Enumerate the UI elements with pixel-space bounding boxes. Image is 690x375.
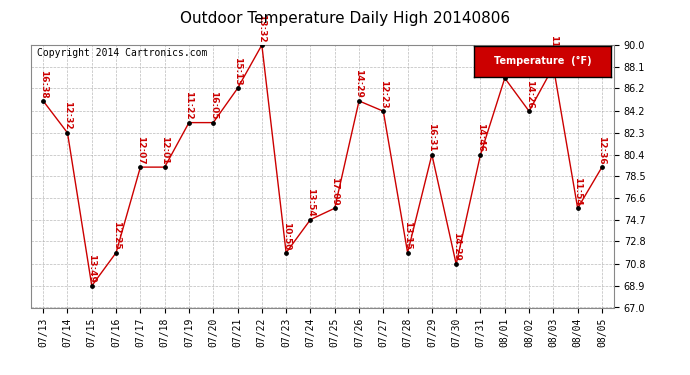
Text: 12:01: 12:01 [160, 136, 169, 164]
Text: 13:49: 13:49 [87, 254, 97, 283]
Text: 11:54: 11:54 [573, 177, 582, 206]
Point [548, 64, 559, 70]
Text: 13:15: 13:15 [403, 221, 412, 250]
Point [232, 86, 243, 92]
Text: 10:50: 10:50 [282, 222, 290, 250]
Text: 13:32: 13:32 [257, 13, 266, 42]
Text: 11:50: 11:50 [549, 35, 558, 64]
Point [402, 250, 413, 256]
Point [208, 120, 219, 126]
Text: Outdoor Temperature Daily High 20140806: Outdoor Temperature Daily High 20140806 [180, 11, 510, 26]
Text: 14:29: 14:29 [355, 69, 364, 98]
Text: 14:29: 14:29 [452, 232, 461, 261]
Point [256, 42, 267, 48]
Point [159, 164, 170, 170]
Text: 17:09: 17:09 [331, 177, 339, 206]
Point [378, 108, 389, 114]
Point [426, 152, 437, 157]
Point [524, 108, 535, 114]
Point [86, 283, 97, 289]
Point [475, 152, 486, 157]
Text: 16:31: 16:31 [427, 123, 436, 152]
Text: 12:07: 12:07 [136, 136, 145, 164]
Text: 11:22: 11:22 [184, 91, 193, 120]
Point [451, 261, 462, 267]
Text: 12:23: 12:23 [379, 80, 388, 108]
Point [281, 250, 292, 256]
Point [572, 205, 583, 211]
Text: 12:25: 12:25 [112, 221, 121, 250]
Point [110, 250, 121, 256]
Point [500, 75, 511, 81]
Text: 13:54: 13:54 [306, 188, 315, 217]
Point [38, 98, 49, 104]
Text: 14:46: 14:46 [476, 123, 485, 152]
Text: 16:05: 16:05 [209, 92, 218, 120]
Text: 12:32: 12:32 [63, 102, 72, 130]
Text: 15:13: 15:13 [233, 57, 242, 86]
Text: 14:49: 14:49 [500, 46, 509, 75]
Point [305, 217, 316, 223]
Text: 14:26: 14:26 [524, 80, 533, 108]
Text: 12:36: 12:36 [598, 136, 607, 164]
Point [135, 164, 146, 170]
Text: 16:38: 16:38 [39, 69, 48, 98]
Point [596, 164, 607, 170]
Point [184, 120, 195, 126]
Point [353, 98, 364, 104]
Point [62, 130, 73, 136]
Point [329, 205, 340, 211]
Text: Copyright 2014 Cartronics.com: Copyright 2014 Cartronics.com [37, 48, 207, 58]
